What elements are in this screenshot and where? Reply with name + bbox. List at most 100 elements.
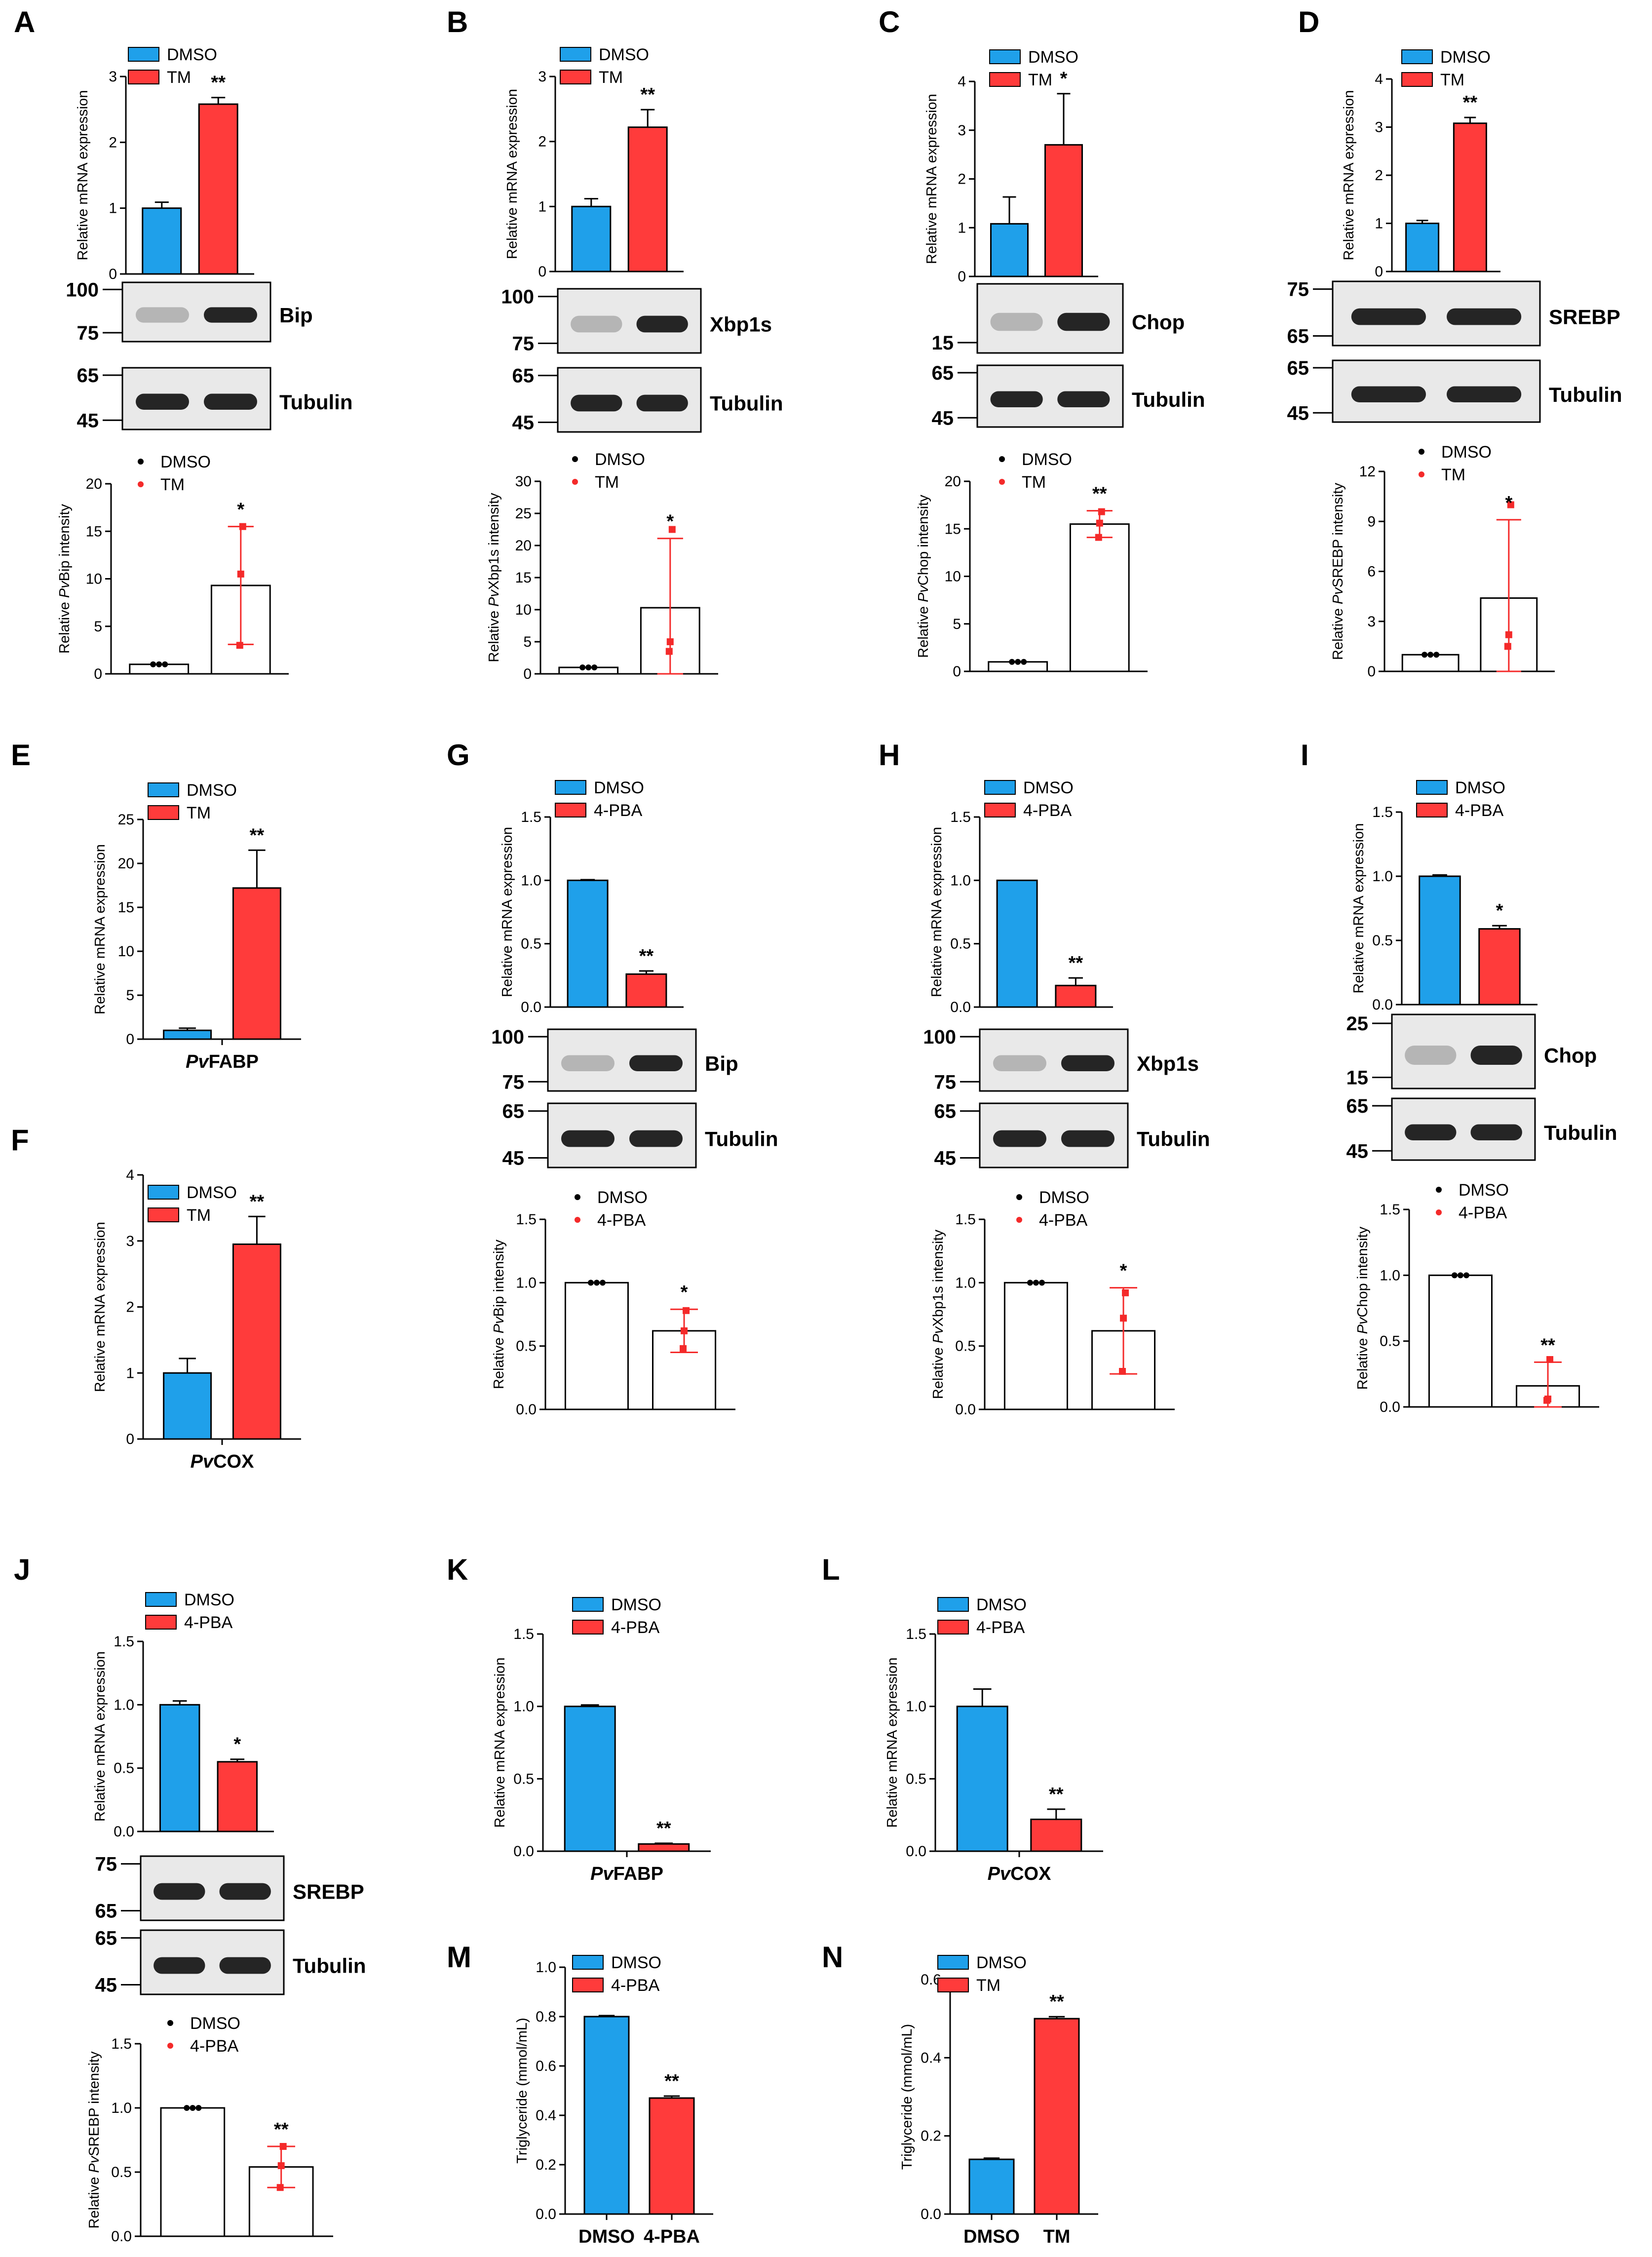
data-point <box>236 642 243 649</box>
significance-label: ** <box>639 946 654 967</box>
bar-dmso <box>1428 1274 1493 1408</box>
western-blot-xbp1s: Xbp1s 100 75 <box>501 286 772 355</box>
legend-label: 4-PBA <box>1023 801 1072 820</box>
mw-marker-label: 65 <box>95 1928 117 1949</box>
blot-band <box>154 1883 205 1900</box>
y-tick-label: 0 <box>126 1031 134 1048</box>
mw-marker-label: 65 <box>934 1101 957 1123</box>
legend-label: DMSO <box>1459 1181 1509 1200</box>
legend-swatch <box>572 1620 604 1634</box>
bar-tm <box>232 1243 281 1440</box>
legend-swatch <box>572 1978 604 1992</box>
blot-band <box>219 1957 271 1974</box>
data-point <box>1421 652 1428 658</box>
blot-band <box>1351 308 1426 325</box>
blot-band <box>1470 1124 1522 1140</box>
y-tick-label: 4 <box>1375 71 1383 87</box>
band-label: Tubulin <box>1132 388 1205 411</box>
blot-band <box>204 393 257 410</box>
significance-label: * <box>1120 1261 1127 1282</box>
mw-marker-label: 75 <box>77 322 99 344</box>
western-blot-tubulin: Tubulin 65 45 <box>502 1101 778 1169</box>
significance-label: ** <box>250 1191 265 1212</box>
y-tick-label: 9 <box>1367 513 1376 530</box>
data-point <box>591 664 598 670</box>
y-tick-label: 0.0 <box>1372 997 1393 1013</box>
data-point <box>1122 1289 1129 1296</box>
y-tick-label: 1.5 <box>513 1626 534 1642</box>
legend-swatch <box>999 456 1005 462</box>
y-tick-label: 3 <box>126 1233 134 1249</box>
y-tick-label: 0 <box>958 269 966 285</box>
bar-dmso <box>583 2016 630 2215</box>
significance-label: ** <box>1092 484 1107 505</box>
legend-swatch <box>572 1955 604 1970</box>
legend-swatch <box>572 479 578 485</box>
data-point <box>1015 659 1021 665</box>
mw-marker-label: 100 <box>923 1026 956 1048</box>
data-point <box>162 661 168 667</box>
y-tick-label: 0.0 <box>521 999 541 1015</box>
bar-dmso <box>1405 223 1440 272</box>
blot-band <box>1061 1130 1114 1147</box>
legend-label: TM <box>595 473 619 492</box>
y-axis-title: Triglyceride (mmol/mL) <box>514 2018 530 2163</box>
significance-label: * <box>681 1282 688 1303</box>
blot-band <box>561 1055 615 1071</box>
y-tick-label: 0.5 <box>521 936 541 952</box>
panel-label-M: M <box>447 1941 471 1974</box>
legend-label: DMSO <box>187 781 237 800</box>
legend-label: DMSO <box>976 1953 1027 1972</box>
bar-tm <box>1069 523 1130 672</box>
mw-marker-label: 75 <box>934 1071 957 1093</box>
bar-dmso <box>956 1706 1008 1852</box>
bar-chart-D: 0 1 2 3 4 Relative mRNA expression DMSO TM ** <box>1341 48 1500 280</box>
significance-label: * <box>237 500 244 520</box>
y-tick-label: 1.5 <box>1372 804 1393 820</box>
data-point <box>1021 659 1027 665</box>
significance-label: ** <box>250 825 265 846</box>
legend-label: TM <box>1440 71 1464 89</box>
legend-swatch <box>999 479 1005 485</box>
y-axis-title: Relative mRNA expression <box>75 90 91 261</box>
y-axis-title: Relative PvXbp1s intensity <box>930 1229 946 1399</box>
data-point <box>150 661 156 667</box>
data-point <box>195 2105 202 2111</box>
y-tick-label: 0.5 <box>114 1760 134 1777</box>
y-tick-label: 0.5 <box>513 1771 534 1787</box>
western-blot-bip: Bip 100 75 <box>491 1026 738 1093</box>
dot-bar-chart-J: 0.0 0.5 1.0 1.5 Relative PvSREBP intensity DM… <box>86 2014 333 2245</box>
legend-label: DMSO <box>1022 450 1072 469</box>
data-point <box>593 1280 600 1286</box>
y-axis-title: Relative mRNA expression <box>92 1651 108 1822</box>
blot-band <box>636 315 688 333</box>
legend-label: DMSO <box>976 1595 1027 1614</box>
y-tick-label: 5 <box>94 619 102 635</box>
y-tick-label: 3 <box>109 69 117 85</box>
data-point <box>1096 519 1103 527</box>
significance-label: ** <box>1049 1784 1064 1805</box>
legend-label: 4-PBA <box>976 1618 1025 1637</box>
legend-swatch <box>167 2020 173 2026</box>
dot-bar-chart-G: 0.0 0.5 1.0 1.5 Relative PvBip intensity DMSO… <box>491 1188 735 1418</box>
bar-dmso <box>1419 875 1461 1006</box>
mw-marker-label: 100 <box>491 1026 524 1048</box>
panel-label-L: L <box>822 1553 840 1586</box>
legend-label: 4-PBA <box>597 1211 646 1230</box>
y-tick-label: 1.0 <box>1380 1267 1400 1284</box>
data-point <box>1033 1280 1039 1286</box>
data-point <box>1546 1356 1554 1363</box>
y-tick-label: 1.0 <box>114 1697 134 1713</box>
data-point <box>1120 1315 1127 1322</box>
data-point <box>1119 1368 1126 1375</box>
y-tick-label: 10 <box>86 571 102 587</box>
panel-label-I: I <box>1301 739 1309 772</box>
y-tick-label: 0.0 <box>906 1843 926 1860</box>
mw-marker-label: 15 <box>932 332 954 354</box>
bar-dmso <box>571 205 612 272</box>
y-tick-label: 0 <box>126 1431 134 1447</box>
data-point <box>1543 1397 1551 1404</box>
significance-label: * <box>233 1734 241 1755</box>
y-axis-title: Relative mRNA expression <box>492 1658 508 1828</box>
